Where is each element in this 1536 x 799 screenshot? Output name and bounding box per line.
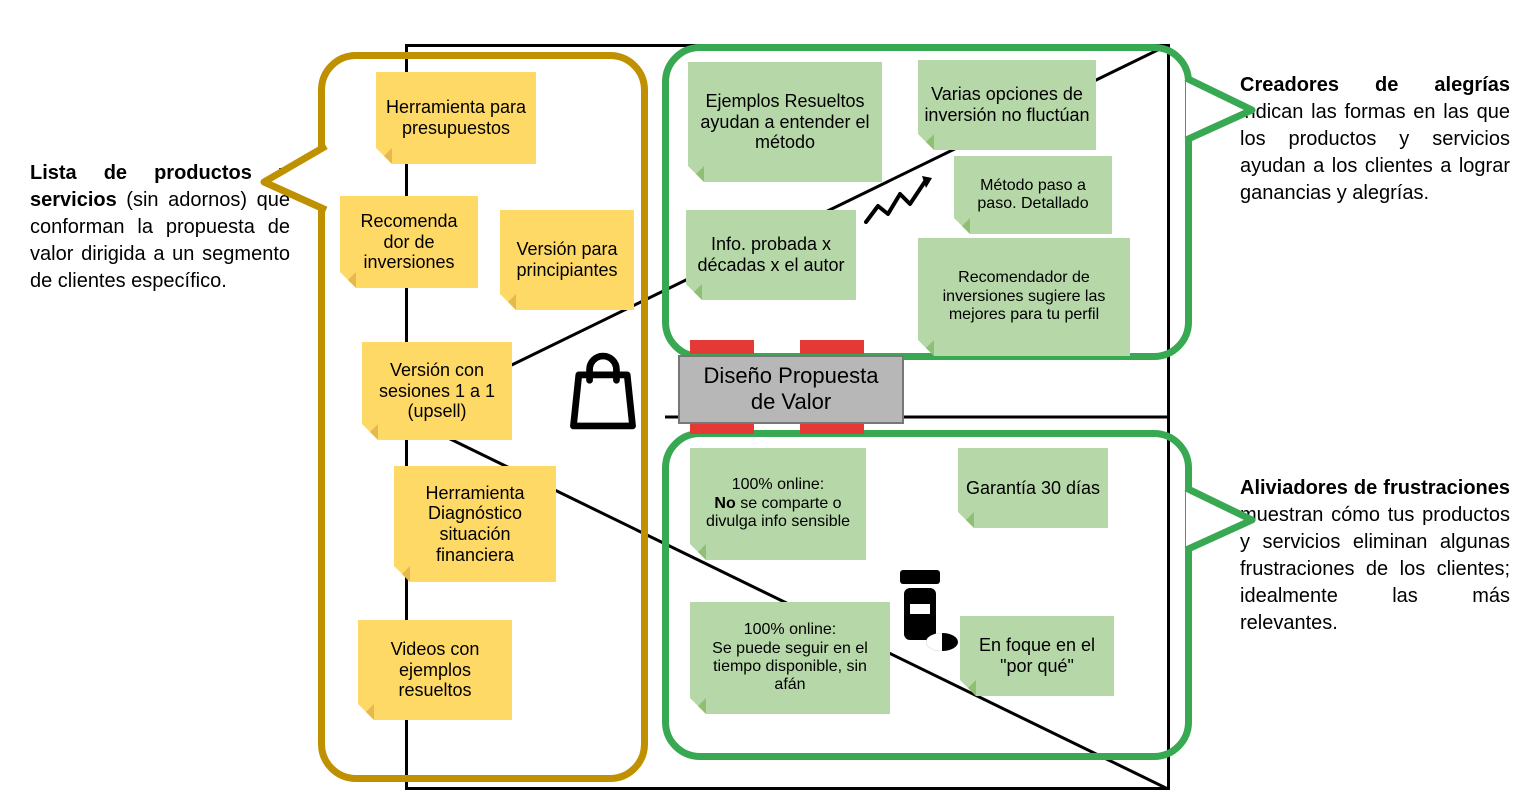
sticky-note-step: Método paso a paso. Detallado: [954, 156, 1112, 234]
sticky-note-online-time: 100% online:Se puede seguir en el tiempo…: [690, 602, 890, 714]
note-text: Versión para principiantes: [506, 239, 628, 280]
sticky-note-online-private: 100% online:No se comparte o divulga inf…: [690, 448, 866, 560]
note-text: Herramienta para presupuestos: [382, 97, 530, 138]
sticky-note-proven: Info. probada x décadas x el autor: [686, 210, 856, 300]
sticky-note-guarantee: Garantía 30 días: [958, 448, 1108, 528]
sticky-note-upsell: Versión con sesiones 1 a 1 (upsell): [362, 342, 512, 440]
sticky-note-videos: Videos con ejemplos resueltos: [358, 620, 512, 720]
gains-description: Creadores de alegrías indican las formas…: [1240, 72, 1510, 207]
note-text: Ejemplos Resueltos ayudan a entender el …: [694, 91, 876, 153]
note-text: En foque en el "por qué": [966, 635, 1108, 676]
center-title-line2: de Valor: [751, 389, 831, 414]
products-group-tail: [260, 140, 330, 220]
sticky-note-options: Varias opciones de inversión no fluctúan: [918, 60, 1096, 150]
red-bar: [800, 340, 864, 354]
sticky-note-recommender: Recomenda dor de inversiones: [340, 196, 478, 288]
sticky-note-suggests: Recomendador de inversiones sugiere las …: [918, 238, 1130, 356]
note-text: Método paso a paso. Detallado: [960, 177, 1106, 214]
note-text: Info. probada x décadas x el autor: [692, 234, 850, 275]
note-text: Garantía 30 días: [966, 478, 1100, 499]
note-text: 100% online:No se comparte o divulga inf…: [696, 476, 860, 531]
sticky-note-diagnostic: Herramienta Diagnóstico situación financ…: [394, 466, 556, 582]
sticky-note-why: En foque en el "por qué": [960, 616, 1114, 696]
gains-group-tail: [1180, 70, 1258, 150]
gains-description-bold: Creadores de alegrías: [1240, 74, 1510, 96]
note-text: Recomenda dor de inversiones: [346, 211, 472, 273]
note-text: Herramienta Diagnóstico situación financ…: [400, 483, 550, 566]
note-text: 100% online:Se puede seguir en el tiempo…: [696, 621, 884, 695]
pains-group-tail: [1180, 480, 1258, 560]
medicine-icon: [878, 560, 974, 656]
sticky-note-budget-tool: Herramienta para presupuestos: [376, 72, 536, 164]
pains-description: Aliviadores de frustraciones muestran có…: [1240, 475, 1510, 637]
note-text: Varias opciones de inversión no fluctúan: [924, 84, 1090, 125]
pains-description-rest: muestran cómo tus productos y servicios …: [1240, 504, 1510, 634]
products-description: Lista de productos y servicios (sin ador…: [30, 160, 290, 295]
note-text: Videos con ejemplos resueltos: [364, 639, 506, 701]
center-title: Diseño Propuesta de Valor: [678, 355, 904, 424]
sticky-note-beginners: Versión para principiantes: [500, 210, 634, 310]
gains-description-rest: indican las formas en las que los produc…: [1240, 101, 1510, 204]
shopping-bag-icon: [560, 348, 646, 434]
center-title-line1: Diseño Propuesta: [704, 363, 879, 388]
red-bar: [690, 340, 754, 354]
sticky-note-examples: Ejemplos Resueltos ayudan a entender el …: [688, 62, 882, 182]
pains-description-bold: Aliviadores de frustraciones: [1240, 477, 1510, 499]
note-text: Versión con sesiones 1 a 1 (upsell): [368, 360, 506, 422]
note-text: Recomendador de inversiones sugiere las …: [924, 269, 1124, 324]
